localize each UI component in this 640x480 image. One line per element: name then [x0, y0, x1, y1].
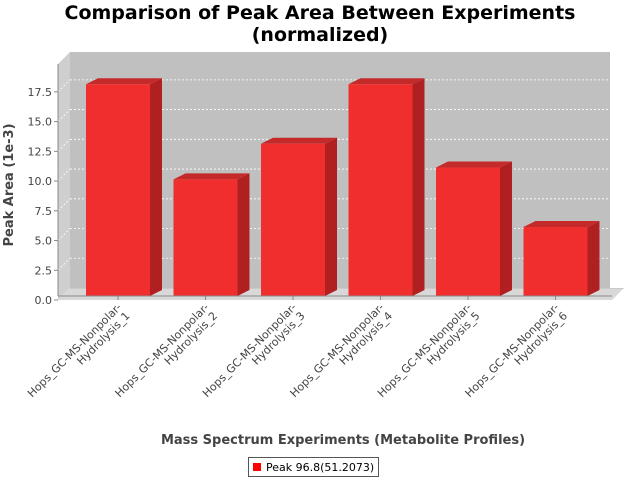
bar: [348, 78, 425, 296]
bar-front: [436, 167, 500, 296]
y-tick-label: 10.0: [28, 175, 53, 188]
y-tick-label: 0.0: [35, 294, 53, 307]
bar-side: [412, 78, 425, 296]
legend-label: Peak 96.8(51.2073): [266, 460, 375, 474]
gridline-side: [57, 139, 71, 152]
gridline-side: [57, 168, 71, 182]
y-axis: 0.0 2.5 5.0 7.5 10.0 12.5 15.0 17.5: [28, 64, 59, 307]
bar: [261, 137, 337, 296]
bar-side: [237, 173, 250, 296]
y-tick-label: 2.5: [35, 264, 53, 277]
bar: [523, 221, 600, 296]
gridline-side: [57, 228, 71, 241]
bar-front: [261, 143, 325, 296]
y-tick-label: 5.0: [35, 235, 53, 248]
bar-side: [587, 221, 600, 296]
x-axis-label: Mass Spectrum Experiments (Metabolite Pr…: [161, 433, 525, 448]
chart-title: Comparison of Peak Area Between Experime…: [0, 2, 640, 46]
chart-title-line-1: Comparison of Peak Area Between Experime…: [64, 2, 576, 24]
bar-side: [150, 78, 162, 296]
bar-top: [523, 221, 600, 228]
y-tick-label: 7.5: [35, 205, 53, 218]
gridline-side: [57, 109, 71, 122]
bar-top: [261, 137, 337, 144]
bar-top: [86, 78, 162, 85]
bar-top: [173, 173, 250, 180]
gridline-side: [57, 79, 71, 93]
y-tick-label: 15.0: [28, 116, 53, 129]
bar: [173, 173, 250, 296]
chart-title-line-2: (normalized): [251, 24, 389, 46]
bar-front: [173, 179, 238, 296]
bar-top: [436, 161, 512, 168]
bar-front: [523, 227, 588, 296]
y-tick-label: 17.5: [28, 86, 53, 99]
gridline-side: [57, 198, 71, 212]
bar-front: [86, 84, 150, 296]
bar-front: [348, 84, 413, 296]
x-axis: Hops_GC-MS-Nonpolar-Hydrolysis_1Hops_GC-…: [25, 295, 612, 400]
bar-side: [500, 161, 512, 296]
bar-top: [348, 78, 425, 85]
bar: [86, 78, 162, 296]
y-tick-label: 12.5: [28, 145, 53, 158]
legend: Peak 96.8(51.2073): [248, 457, 380, 477]
legend-swatch: [253, 463, 261, 471]
x-tick-label-line-1: Hops_GC-MS-Nonpolar-: [25, 301, 124, 400]
bars: [86, 78, 600, 296]
bar-side: [325, 137, 337, 296]
bar: [436, 161, 512, 296]
y-axis-label: Peak Area (1e-3): [2, 123, 17, 246]
gridline-side: [57, 257, 71, 271]
plot-side-wall: [58, 52, 70, 300]
